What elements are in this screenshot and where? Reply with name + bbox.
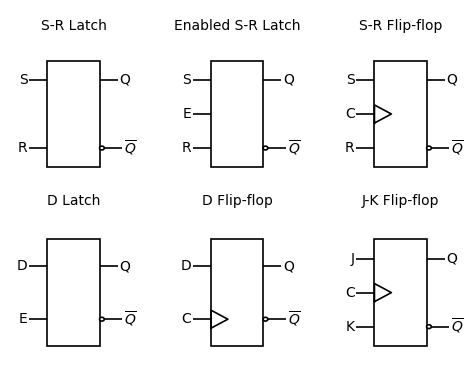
Text: Q: Q xyxy=(119,73,130,87)
Text: J: J xyxy=(351,252,355,266)
Text: $\overline{Q}$: $\overline{Q}$ xyxy=(451,317,464,336)
Text: Q: Q xyxy=(447,73,457,87)
Text: E: E xyxy=(19,312,27,326)
Text: $\overline{Q}$: $\overline{Q}$ xyxy=(451,138,464,158)
Text: D Flip-flop: D Flip-flop xyxy=(201,194,273,208)
Text: C: C xyxy=(181,312,191,326)
Text: S: S xyxy=(182,73,191,87)
Bar xyxy=(374,61,427,167)
Text: S: S xyxy=(346,73,355,87)
Bar xyxy=(211,61,263,167)
Circle shape xyxy=(263,146,268,150)
Text: S-R Latch: S-R Latch xyxy=(41,19,106,33)
Circle shape xyxy=(100,317,104,321)
Text: R: R xyxy=(18,141,27,155)
Circle shape xyxy=(427,325,431,329)
Text: Q: Q xyxy=(447,252,457,266)
Text: $\overline{Q}$: $\overline{Q}$ xyxy=(124,310,137,329)
Text: Q: Q xyxy=(283,73,294,87)
Circle shape xyxy=(263,317,268,321)
Text: S-R Flip-flop: S-R Flip-flop xyxy=(359,19,442,33)
Text: R: R xyxy=(345,141,355,155)
Text: $\overline{Q}$: $\overline{Q}$ xyxy=(288,310,301,329)
Text: D: D xyxy=(17,259,27,273)
Text: $\overline{Q}$: $\overline{Q}$ xyxy=(288,138,301,158)
Text: D: D xyxy=(180,259,191,273)
Text: C: C xyxy=(345,286,355,299)
Text: S: S xyxy=(19,73,27,87)
Text: D Latch: D Latch xyxy=(47,194,100,208)
Text: R: R xyxy=(182,141,191,155)
Text: K: K xyxy=(346,320,355,334)
Bar xyxy=(211,239,263,346)
Text: Enabled S-R Latch: Enabled S-R Latch xyxy=(174,19,300,33)
Text: Q: Q xyxy=(119,259,130,273)
Bar xyxy=(47,61,100,167)
Bar xyxy=(47,239,100,346)
Text: J-K Flip-flop: J-K Flip-flop xyxy=(362,194,439,208)
Text: C: C xyxy=(345,107,355,121)
Circle shape xyxy=(100,146,104,150)
Text: $\overline{Q}$: $\overline{Q}$ xyxy=(124,138,137,158)
Circle shape xyxy=(427,146,431,150)
Text: E: E xyxy=(182,107,191,121)
Bar xyxy=(374,239,427,346)
Text: Q: Q xyxy=(283,259,294,273)
